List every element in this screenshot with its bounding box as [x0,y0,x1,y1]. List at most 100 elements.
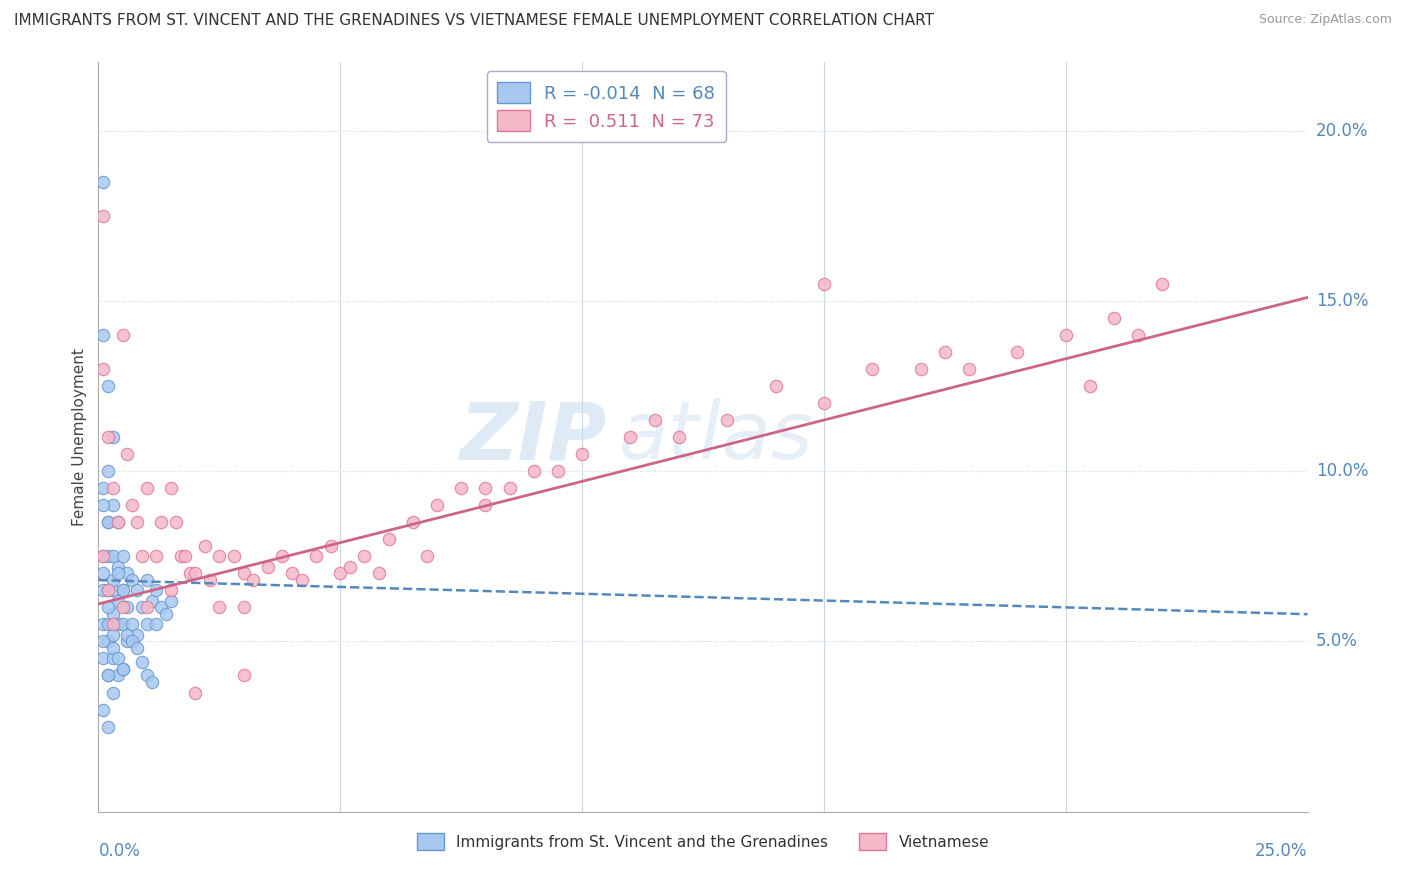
Point [281,566,304,581]
Point [232,668,254,682]
Point [117,566,139,581]
Point [135,617,157,632]
Point [121,573,143,587]
Point [426,498,449,512]
Point [135,600,157,615]
Point [101,481,124,495]
Point [101,617,124,632]
Point [619,430,641,444]
Point [150,600,173,615]
Point [107,651,129,665]
Point [1054,327,1077,342]
Point [127,627,149,641]
Point [97,379,120,393]
Point [131,600,153,615]
Point [329,566,352,581]
Point [107,559,129,574]
Point [101,627,124,641]
Point [101,651,124,665]
Point [97,583,120,598]
Point [97,634,120,648]
Point [97,549,120,564]
Point [232,566,254,581]
Point [305,549,328,564]
Point [145,617,167,632]
Point [135,573,157,587]
Point [91,651,114,665]
Point [97,515,120,529]
Point [765,379,787,393]
Point [91,634,114,648]
Point [91,583,114,598]
Point [165,515,187,529]
Text: IMMIGRANTS FROM ST. VINCENT AND THE GRENADINES VS VIETNAMESE FEMALE UNEMPLOYMENT: IMMIGRANTS FROM ST. VINCENT AND THE GREN… [14,13,934,29]
Point [232,600,254,615]
Point [184,685,207,699]
Point [127,515,149,529]
Point [91,327,114,342]
Point [813,277,835,291]
Point [101,549,124,564]
Point [97,583,120,598]
Point [111,583,134,598]
Point [127,583,149,598]
Point [127,641,149,656]
Text: 20.0%: 20.0% [1316,121,1368,139]
Legend: Immigrants from St. Vincent and the Grenadines, Vietnamese: Immigrants from St. Vincent and the Gren… [411,827,995,856]
Point [91,566,114,581]
Point [111,600,134,615]
Point [160,583,183,598]
Point [117,634,139,648]
Point [208,600,231,615]
Point [474,498,496,512]
Point [194,539,217,553]
Point [97,720,120,734]
Point [97,668,120,682]
Point [131,549,153,564]
Point [353,549,375,564]
Point [101,685,124,699]
Point [101,583,124,598]
Point [179,566,201,581]
Point [97,464,120,478]
Point [91,362,114,376]
Point [256,559,278,574]
Point [91,498,114,512]
Point [141,675,163,690]
Point [91,549,114,564]
Point [91,209,114,223]
Point [910,362,932,376]
Point [135,481,157,495]
Point [474,481,496,495]
Point [91,549,114,564]
Point [402,515,425,529]
Point [107,593,129,607]
Point [131,655,153,669]
Point [101,498,124,512]
Point [121,498,143,512]
Point [111,327,134,342]
Point [523,464,546,478]
Point [1078,379,1101,393]
Point [141,593,163,607]
Point [222,549,245,564]
Point [957,362,980,376]
Text: 5.0%: 5.0% [1316,632,1358,650]
Point [117,627,139,641]
Point [91,702,114,716]
Text: atlas: atlas [619,398,813,476]
Point [184,566,207,581]
Point [101,641,124,656]
Point [91,481,114,495]
Point [101,573,124,587]
Point [160,481,183,495]
Point [97,430,120,444]
Point [111,583,134,598]
Point [117,600,139,615]
Point [145,583,167,598]
Text: 15.0%: 15.0% [1316,292,1368,310]
Point [107,515,129,529]
Point [368,566,391,581]
Point [1128,327,1150,342]
Point [97,668,120,682]
